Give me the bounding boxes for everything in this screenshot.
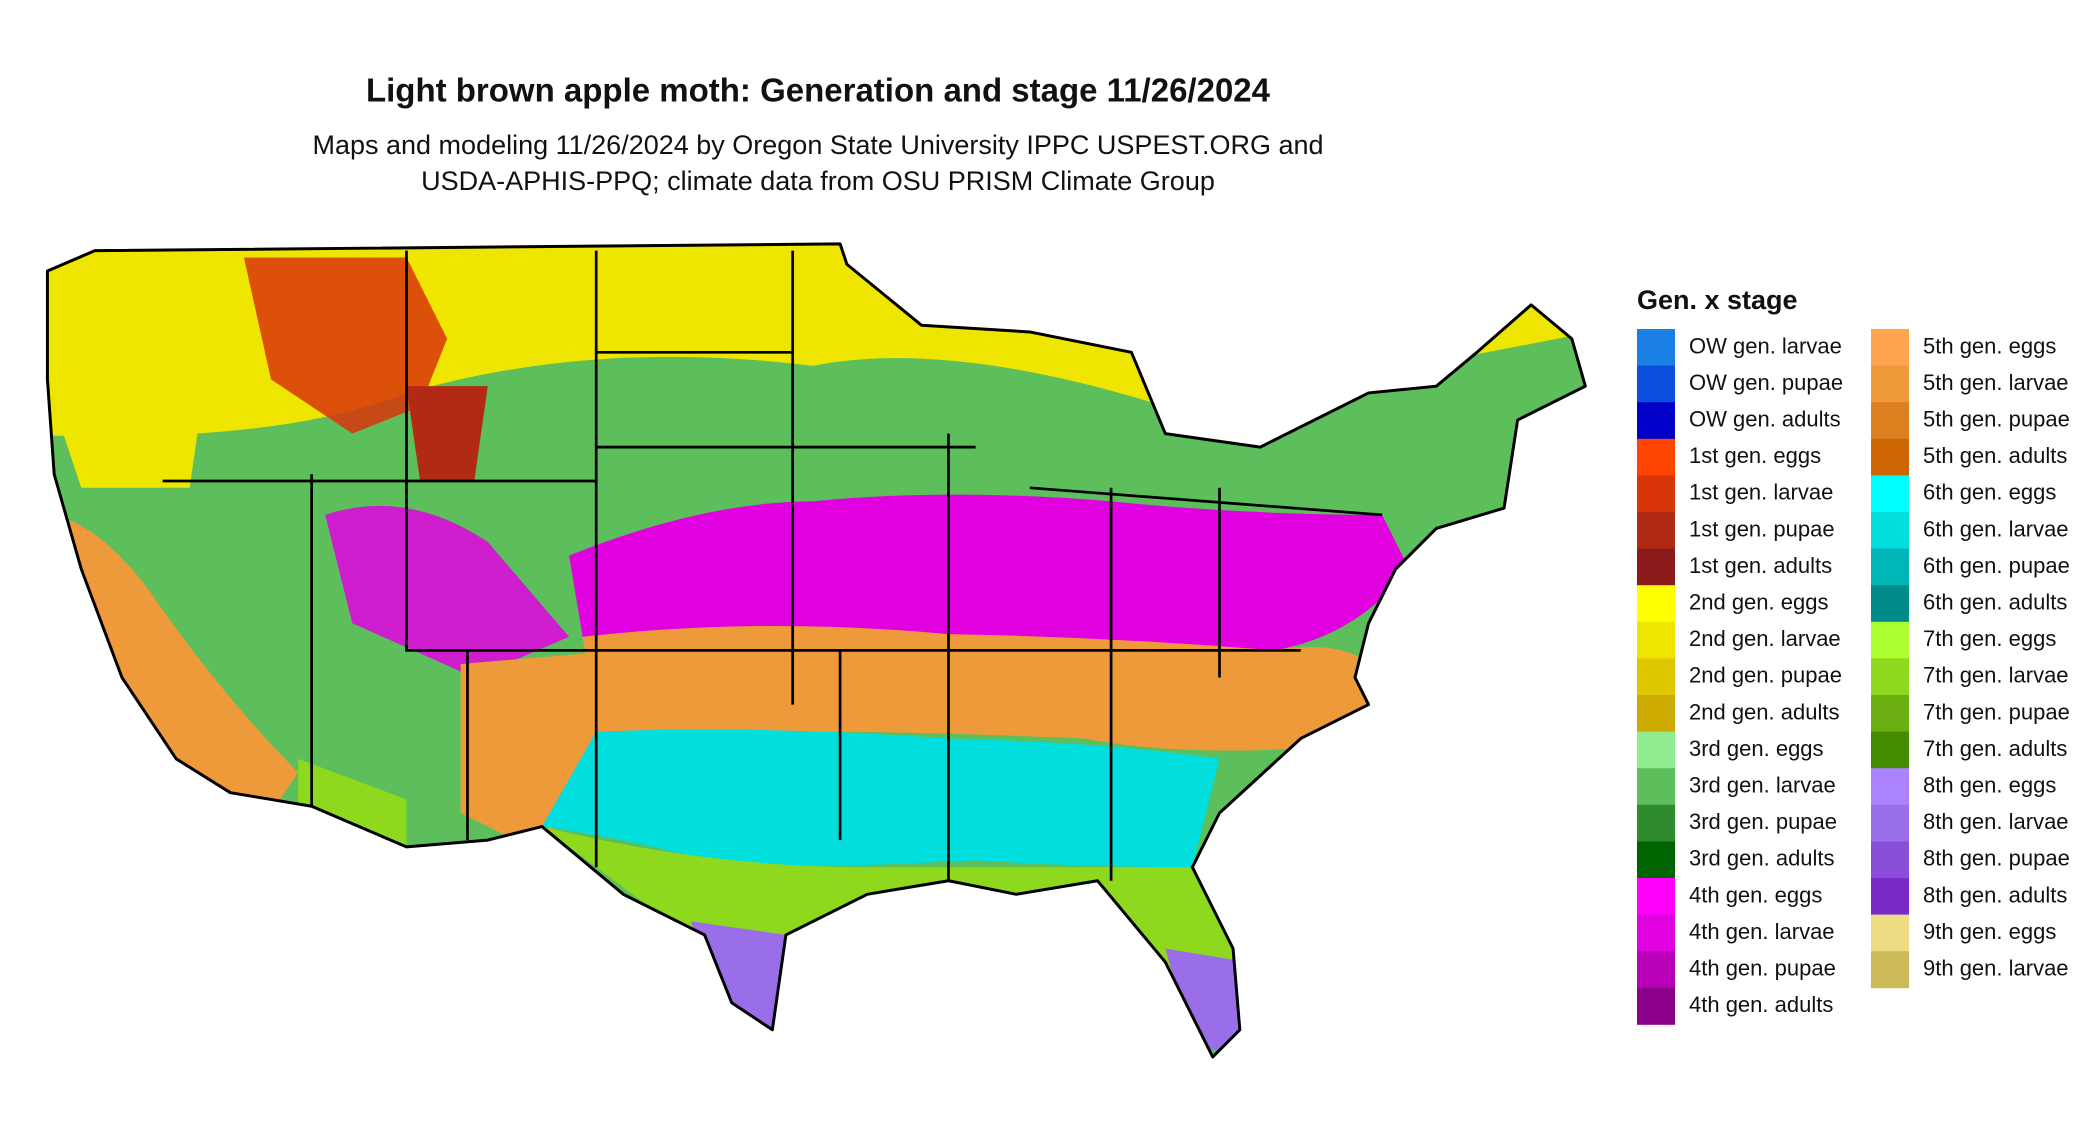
- legend-label: 6th gen. eggs: [1923, 480, 2056, 505]
- legend-swatch: [1637, 731, 1675, 769]
- map-title: Light brown apple moth: Generation and s…: [366, 72, 1271, 109]
- legend-swatch: [1871, 512, 1909, 549]
- legend-swatch: [1637, 804, 1675, 842]
- legend-label: 9th gen. eggs: [1923, 919, 2056, 944]
- legend-label: 5th gen. adults: [1923, 443, 2067, 468]
- legend-swatch: [1637, 402, 1675, 440]
- legend-swatch: [1637, 658, 1675, 696]
- legend-label: 3rd gen. adults: [1689, 846, 1835, 871]
- legend-label: 8th gen. pupae: [1923, 846, 2070, 871]
- legend-label: 3rd gen. eggs: [1689, 736, 1824, 761]
- legend-swatch: [1871, 658, 1909, 696]
- legend-swatch: [1871, 914, 1909, 952]
- legend-swatch: [1871, 548, 1909, 586]
- legend-label: 2nd gen. eggs: [1689, 590, 1828, 615]
- legend-swatch: [1871, 768, 1909, 806]
- legend-swatch: [1637, 878, 1675, 915]
- legend-label: 3rd gen. larvae: [1689, 773, 1836, 798]
- legend-swatch: [1637, 621, 1675, 659]
- legend-swatch: [1871, 951, 1909, 989]
- legend-swatch: [1871, 841, 1909, 879]
- legend-label: 4th gen. adults: [1689, 992, 1833, 1017]
- legend-label: 7th gen. larvae: [1923, 663, 2069, 688]
- legend-label: 8th gen. adults: [1923, 882, 2067, 907]
- legend-swatch: [1637, 512, 1675, 549]
- legend-swatch: [1637, 914, 1675, 952]
- legend-swatch: [1871, 804, 1909, 842]
- legend-label: 2nd gen. adults: [1689, 699, 1839, 724]
- legend-label: 1st gen. adults: [1689, 553, 1832, 578]
- legend-label: 8th gen. larvae: [1923, 809, 2069, 834]
- legend-swatch: [1871, 731, 1909, 769]
- legend-label: 2nd gen. pupae: [1689, 663, 1842, 688]
- subtitle: USDA-APHIS-PPQ; climate data from OSU PR…: [421, 166, 1215, 196]
- legend-swatch: [1871, 621, 1909, 659]
- legend-swatch: [1871, 475, 1909, 513]
- legend-label: 6th gen. larvae: [1923, 516, 2069, 541]
- legend-label: 1st gen. larvae: [1689, 480, 1833, 505]
- legend-label: 4th gen. eggs: [1689, 882, 1822, 907]
- legend-swatch: [1637, 438, 1675, 476]
- legend-swatch: [1871, 365, 1909, 403]
- legend-swatch: [1637, 768, 1675, 806]
- legend-label: 1st gen. pupae: [1689, 516, 1835, 541]
- legend: OW gen. larvae OW gen. pupae OW gen. adult…: [1637, 329, 2070, 1025]
- legend-label: 5th gen. pupae: [1923, 407, 2070, 432]
- legend-label: 4th gen. pupae: [1689, 956, 1836, 981]
- legend-label: OW gen. pupae: [1689, 370, 1843, 395]
- legend-label: 8th gen. eggs: [1923, 773, 2056, 798]
- subtitle: Maps and modeling 11/26/2024 by Oregon S…: [312, 130, 1323, 160]
- legend-swatch: [1871, 402, 1909, 440]
- legend-swatch: [1637, 475, 1675, 513]
- legend-label: 7th gen. pupae: [1923, 699, 2070, 724]
- legend-swatch: [1871, 585, 1909, 623]
- legend-swatch: [1871, 878, 1909, 915]
- legend-label: 5th gen. larvae: [1923, 370, 2069, 395]
- legend-label: OW gen. adults: [1689, 407, 1841, 432]
- legend-swatch: [1637, 841, 1675, 879]
- legend-swatch: [1871, 438, 1909, 476]
- legend-label: 5th gen. eggs: [1923, 333, 2056, 358]
- legend-label: OW gen. larvae: [1689, 333, 1842, 358]
- legend-title: Gen. x stage: [1637, 285, 1798, 315]
- legend-label: 1st gen. eggs: [1689, 443, 1821, 468]
- legend-label: 3rd gen. pupae: [1689, 809, 1837, 834]
- legend-swatch: [1871, 329, 1909, 366]
- legend-swatch: [1637, 951, 1675, 989]
- legend-swatch: [1637, 585, 1675, 623]
- legend-swatch: [1637, 548, 1675, 586]
- legend-label: 9th gen. larvae: [1923, 956, 2069, 981]
- legend-label: 6th gen. pupae: [1923, 553, 2070, 578]
- legend-label: 7th gen. eggs: [1923, 626, 2056, 651]
- legend-swatch: [1637, 329, 1675, 366]
- legend-swatch: [1637, 365, 1675, 403]
- legend-swatch: [1637, 987, 1675, 1025]
- legend-label: 2nd gen. larvae: [1689, 626, 1841, 651]
- legend-label: 4th gen. larvae: [1689, 919, 1835, 944]
- map: [45, 242, 1587, 1059]
- legend-label: 6th gen. adults: [1923, 590, 2067, 615]
- legend-swatch: [1637, 695, 1675, 732]
- legend-label: 7th gen. adults: [1923, 736, 2067, 761]
- legend-swatch: [1871, 695, 1909, 732]
